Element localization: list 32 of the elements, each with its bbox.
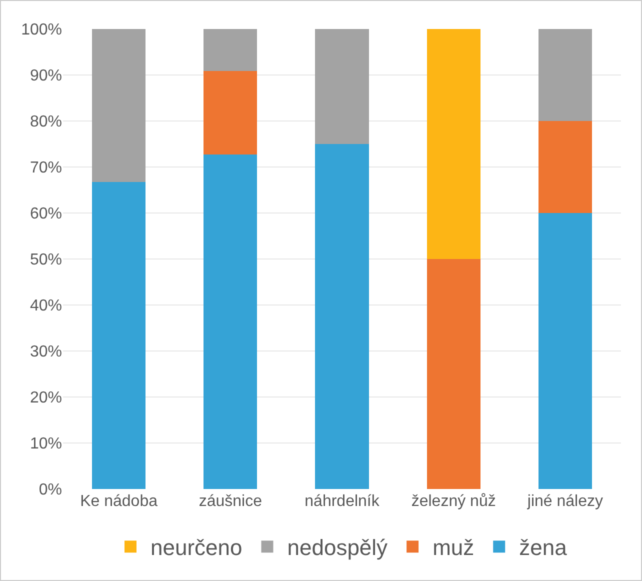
y-tick-label: 10% <box>30 436 62 453</box>
y-tick-label: 80% <box>30 114 62 131</box>
x-tick-label: náhrdelník <box>304 493 380 510</box>
bar <box>426 259 480 489</box>
bar <box>204 70 258 155</box>
legend-label: muž <box>432 535 474 560</box>
y-tick-label: 70% <box>30 160 62 177</box>
bar <box>426 29 480 259</box>
legend-label: nedospělý <box>287 535 388 560</box>
y-tick-label: 60% <box>30 206 62 223</box>
y-tick-label: 40% <box>30 298 62 315</box>
bar <box>204 29 258 71</box>
y-tick-label: 50% <box>30 252 62 269</box>
x-tick-label: jiné nálezy <box>526 493 604 510</box>
x-tick-label: Ke nádoba <box>80 493 158 510</box>
bar <box>204 154 258 489</box>
bar <box>315 144 369 489</box>
bar <box>538 213 592 489</box>
bar <box>538 29 592 121</box>
x-tick-label: záušnice <box>198 493 262 510</box>
y-tick-label: 100% <box>21 22 62 39</box>
y-tick-label: 90% <box>30 68 62 85</box>
y-tick-label: 0% <box>38 482 62 499</box>
y-tick-label: 30% <box>30 344 62 361</box>
legend-label: žena <box>519 535 568 560</box>
bar <box>92 182 146 489</box>
legend-label: neurčeno <box>150 535 242 560</box>
bar <box>92 29 146 182</box>
bar <box>315 29 369 144</box>
bar <box>538 121 592 213</box>
x-tick-label: železný nůž <box>411 493 496 510</box>
y-tick-label: 20% <box>30 390 62 407</box>
